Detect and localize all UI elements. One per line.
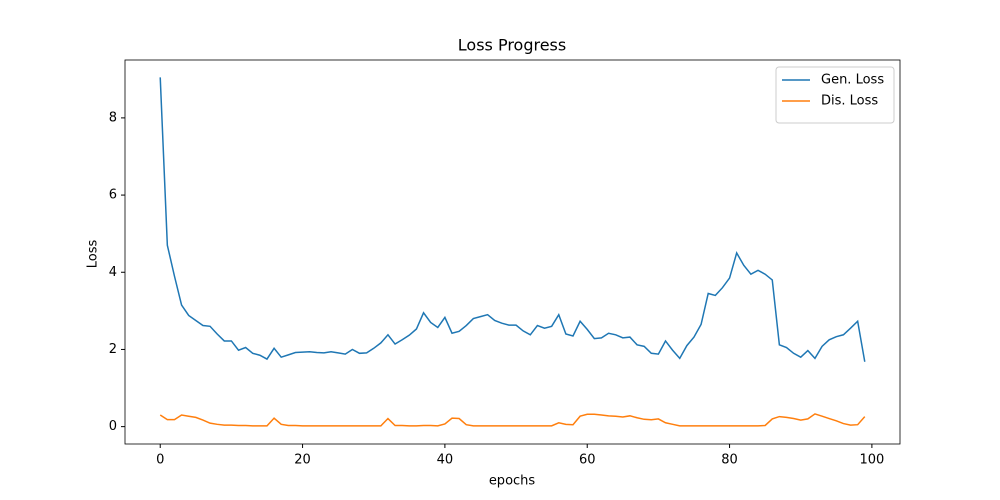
x-tick-label: 40 [437,453,454,468]
x-tick-label: 80 [721,453,738,468]
legend-label: Dis. Loss [821,94,878,109]
x-tick-label: 60 [579,453,596,468]
plot-frame [124,59,901,445]
x-tick-label: 20 [294,453,311,468]
line-series [159,77,866,362]
y-tick-label: 2 [109,342,117,357]
y-tick-label: 8 [109,110,117,125]
chart-title: Loss Progress [458,36,566,55]
y-tick-label: 0 [109,419,117,434]
y-tick-label: 6 [109,188,117,203]
y-axis-label: Loss [86,240,101,269]
legend-box [775,66,895,124]
x-tick-label: 0 [156,453,164,468]
legend-label: Gen. Loss [821,73,884,88]
x-tick-label: 100 [859,453,884,468]
x-axis-label: epochs [489,474,536,489]
y-tick-label: 4 [109,265,117,280]
line-series [159,413,866,427]
